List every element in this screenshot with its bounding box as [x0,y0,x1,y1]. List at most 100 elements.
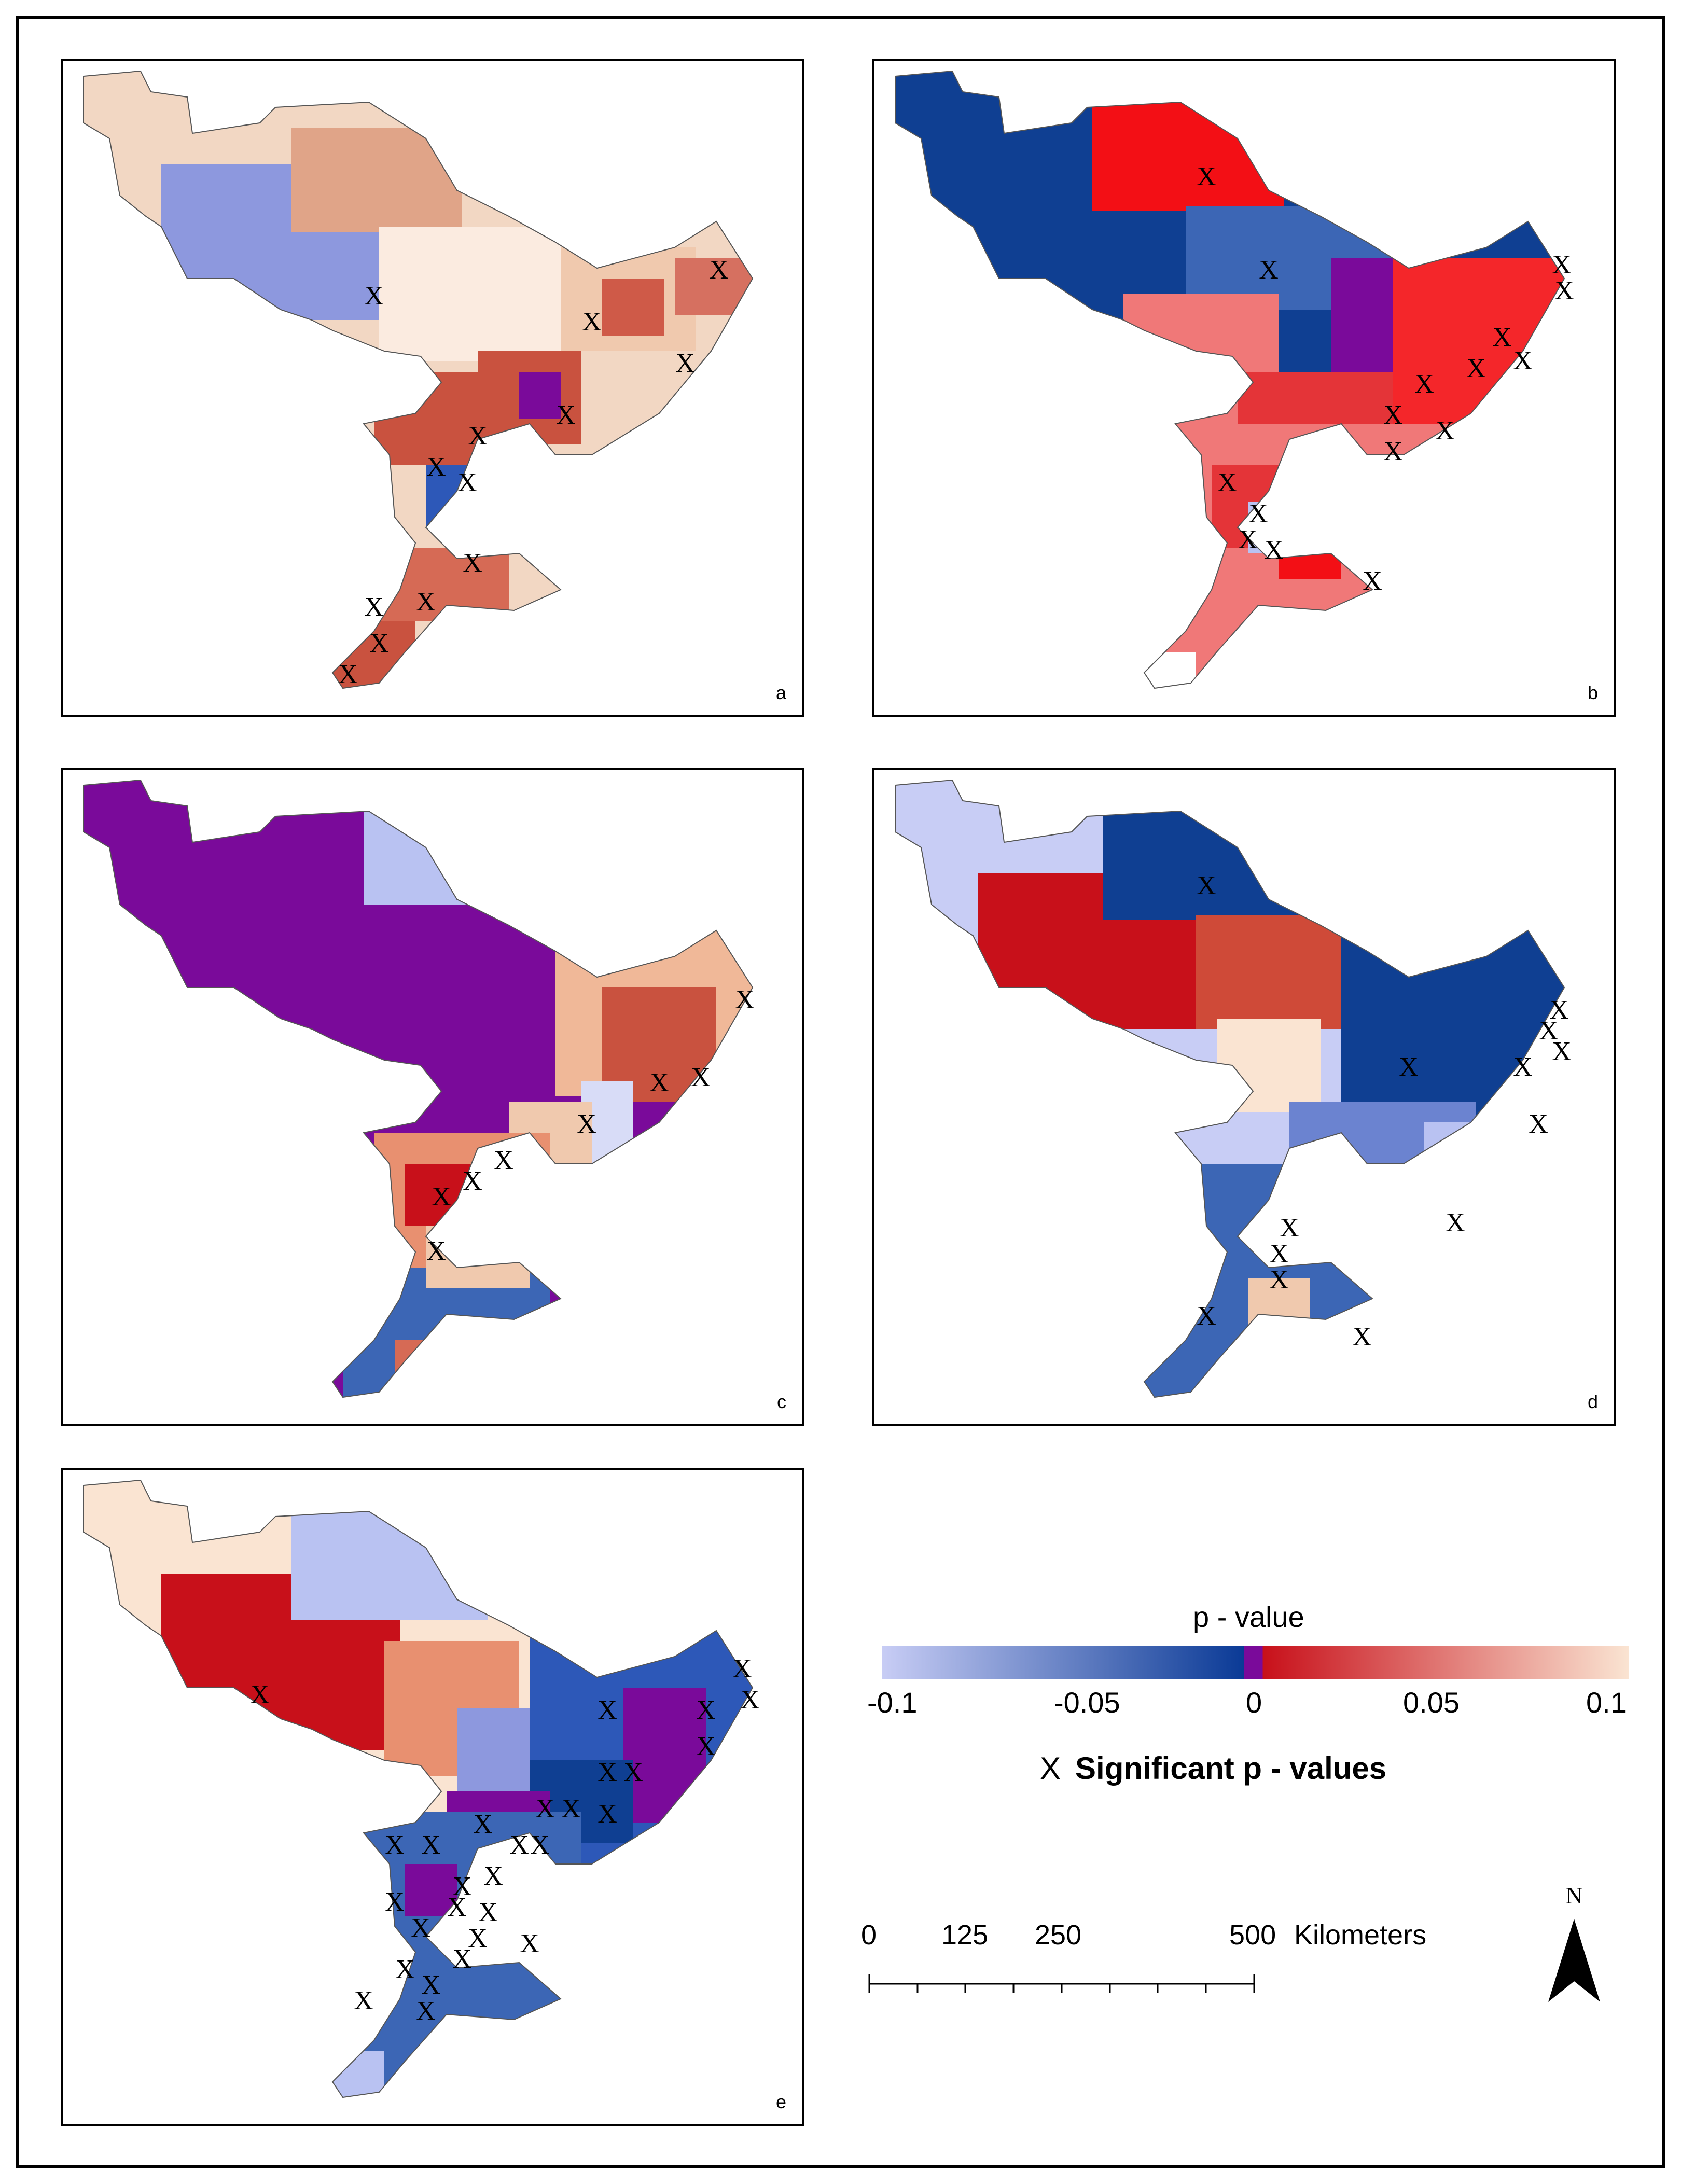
sig-marker: X [732,1654,752,1684]
panel-letter-b: b [1587,682,1598,703]
map-d: X X X X X X X X X X X X X [895,780,1572,1398]
sig-marker: X [1552,250,1572,280]
sig-marker: X [364,281,384,311]
sig-marker: X [468,421,488,451]
sig-marker: X [1363,566,1382,596]
sig-marker: X [421,1830,441,1860]
figure-frame [16,16,1665,2168]
panel-letter-a: a [775,682,786,703]
sig-marker-symbol: X [1040,1751,1061,1786]
scale-label: 500 [1229,1919,1276,1951]
legend-tick: -0.05 [1054,1686,1120,1719]
sig-marker: X [696,1732,716,1761]
sig-marker: X [426,452,446,482]
sig-marker: X [1259,255,1279,285]
sig-marker: X [1435,416,1455,446]
sig-marker: X [1383,400,1403,430]
sig-marker: X [1513,346,1533,375]
sig-marker: X [1383,437,1403,466]
sig-marker: X [473,1810,493,1839]
sig-marker: X [416,587,436,617]
sig-marker: X [1466,354,1486,383]
sig-marker: X [1197,162,1216,191]
sig-marker: X [623,1758,643,1787]
sig-marker: X [1269,1239,1289,1269]
sig-marker: X [354,1986,373,2015]
sig-marker: X [483,1861,503,1891]
sig-marker: X [1352,1322,1372,1352]
sig-marker: X [1414,369,1434,399]
sig-marker: X [735,985,755,1014]
sig-marker: X [598,1758,617,1787]
panel-letter-e: e [775,2091,786,2112]
north-arrow: N [1548,1883,1600,2002]
sig-marker: X [1513,1052,1533,1082]
sig-marker: X [463,548,482,578]
sig-marker: X [395,1955,415,1984]
sig-marker: X [535,1794,555,1824]
sig-marker: X [598,1799,617,1829]
map-panel-e: X X X X X X X X X X X X X X X X X X X X … [61,1468,804,2126]
sig-marker: X [385,1830,405,1860]
sig-marker: X [421,1970,441,2000]
sig-marker: X [561,1794,581,1824]
sig-marker: X [1539,1016,1559,1046]
sig-marker: X [1549,995,1569,1025]
sig-marker: X [1446,1208,1465,1237]
map-c: X X X X X X X X [83,780,755,1398]
sig-label: Significant p - values [1075,1751,1387,1786]
scale-label: 0 [861,1919,877,1951]
sig-marker: X [649,1068,669,1097]
map-a: X X X X X X X X X X X X X [83,71,753,689]
sig-marker: X [1264,535,1284,565]
legend-color-ramp [882,1646,1629,1679]
sig-marker: X [1280,1213,1299,1243]
scale-unit: Kilometers [1294,1919,1427,1951]
sig-marker: X [509,1830,529,1860]
sig-marker: X [1197,1301,1216,1331]
sig-marker: X [369,629,389,658]
sig-marker: X [432,1182,451,1212]
scale-label: 250 [1035,1919,1082,1951]
scale-bar [868,1974,1255,1993]
scale-label: 125 [941,1919,989,1951]
sig-marker: X [385,1887,405,1917]
legend-tick: 0.05 [1403,1686,1460,1719]
sig-marker: X [478,1898,498,1927]
sig-marker: X [577,1109,596,1139]
sig-marker: X [364,592,384,622]
legend-tick: 0.1 [1586,1686,1627,1719]
sig-marker: X [463,1166,482,1196]
significance-legend: X Significant p - values [1040,1750,1386,1786]
sig-marker: X [740,1685,760,1715]
legend-title: p - value [1193,1601,1304,1633]
map-b: X X X X X X X X X X X X X X X X [895,71,1574,689]
sig-marker: X [1554,276,1574,305]
sig-marker: X [598,1695,617,1725]
sig-marker: X [452,1944,472,1974]
sig-marker: X [1492,323,1512,352]
panel-letter-d: d [1587,1391,1598,1412]
sig-marker: X [426,1236,446,1266]
sig-marker: X [411,1913,430,1943]
sig-marker: X [447,1893,467,1922]
sig-marker: X [520,1929,539,1958]
sig-marker: X [1269,1265,1289,1295]
north-label: N [1565,1883,1582,1909]
sig-marker: X [250,1680,270,1709]
sig-marker: X [691,1063,711,1092]
sig-marker: X [1248,499,1268,528]
sig-marker: X [709,255,729,285]
sig-marker: X [696,1695,716,1725]
sig-marker: X [452,1872,472,1901]
legend-tick: -0.1 [867,1686,918,1719]
sig-marker: X [1529,1109,1548,1139]
map-panel-c: X X X X X X X X c [61,768,804,1426]
legend-tick: 0 [1246,1686,1262,1719]
map-e: X X X X X X X X X X X X X X X X X X X X … [83,1480,760,2098]
sig-marker: X [582,307,602,337]
sig-marker: X [556,400,576,430]
sig-marker: X [416,1996,436,2026]
sig-marker: X [530,1830,550,1860]
panel-letter-c: c [777,1391,786,1412]
